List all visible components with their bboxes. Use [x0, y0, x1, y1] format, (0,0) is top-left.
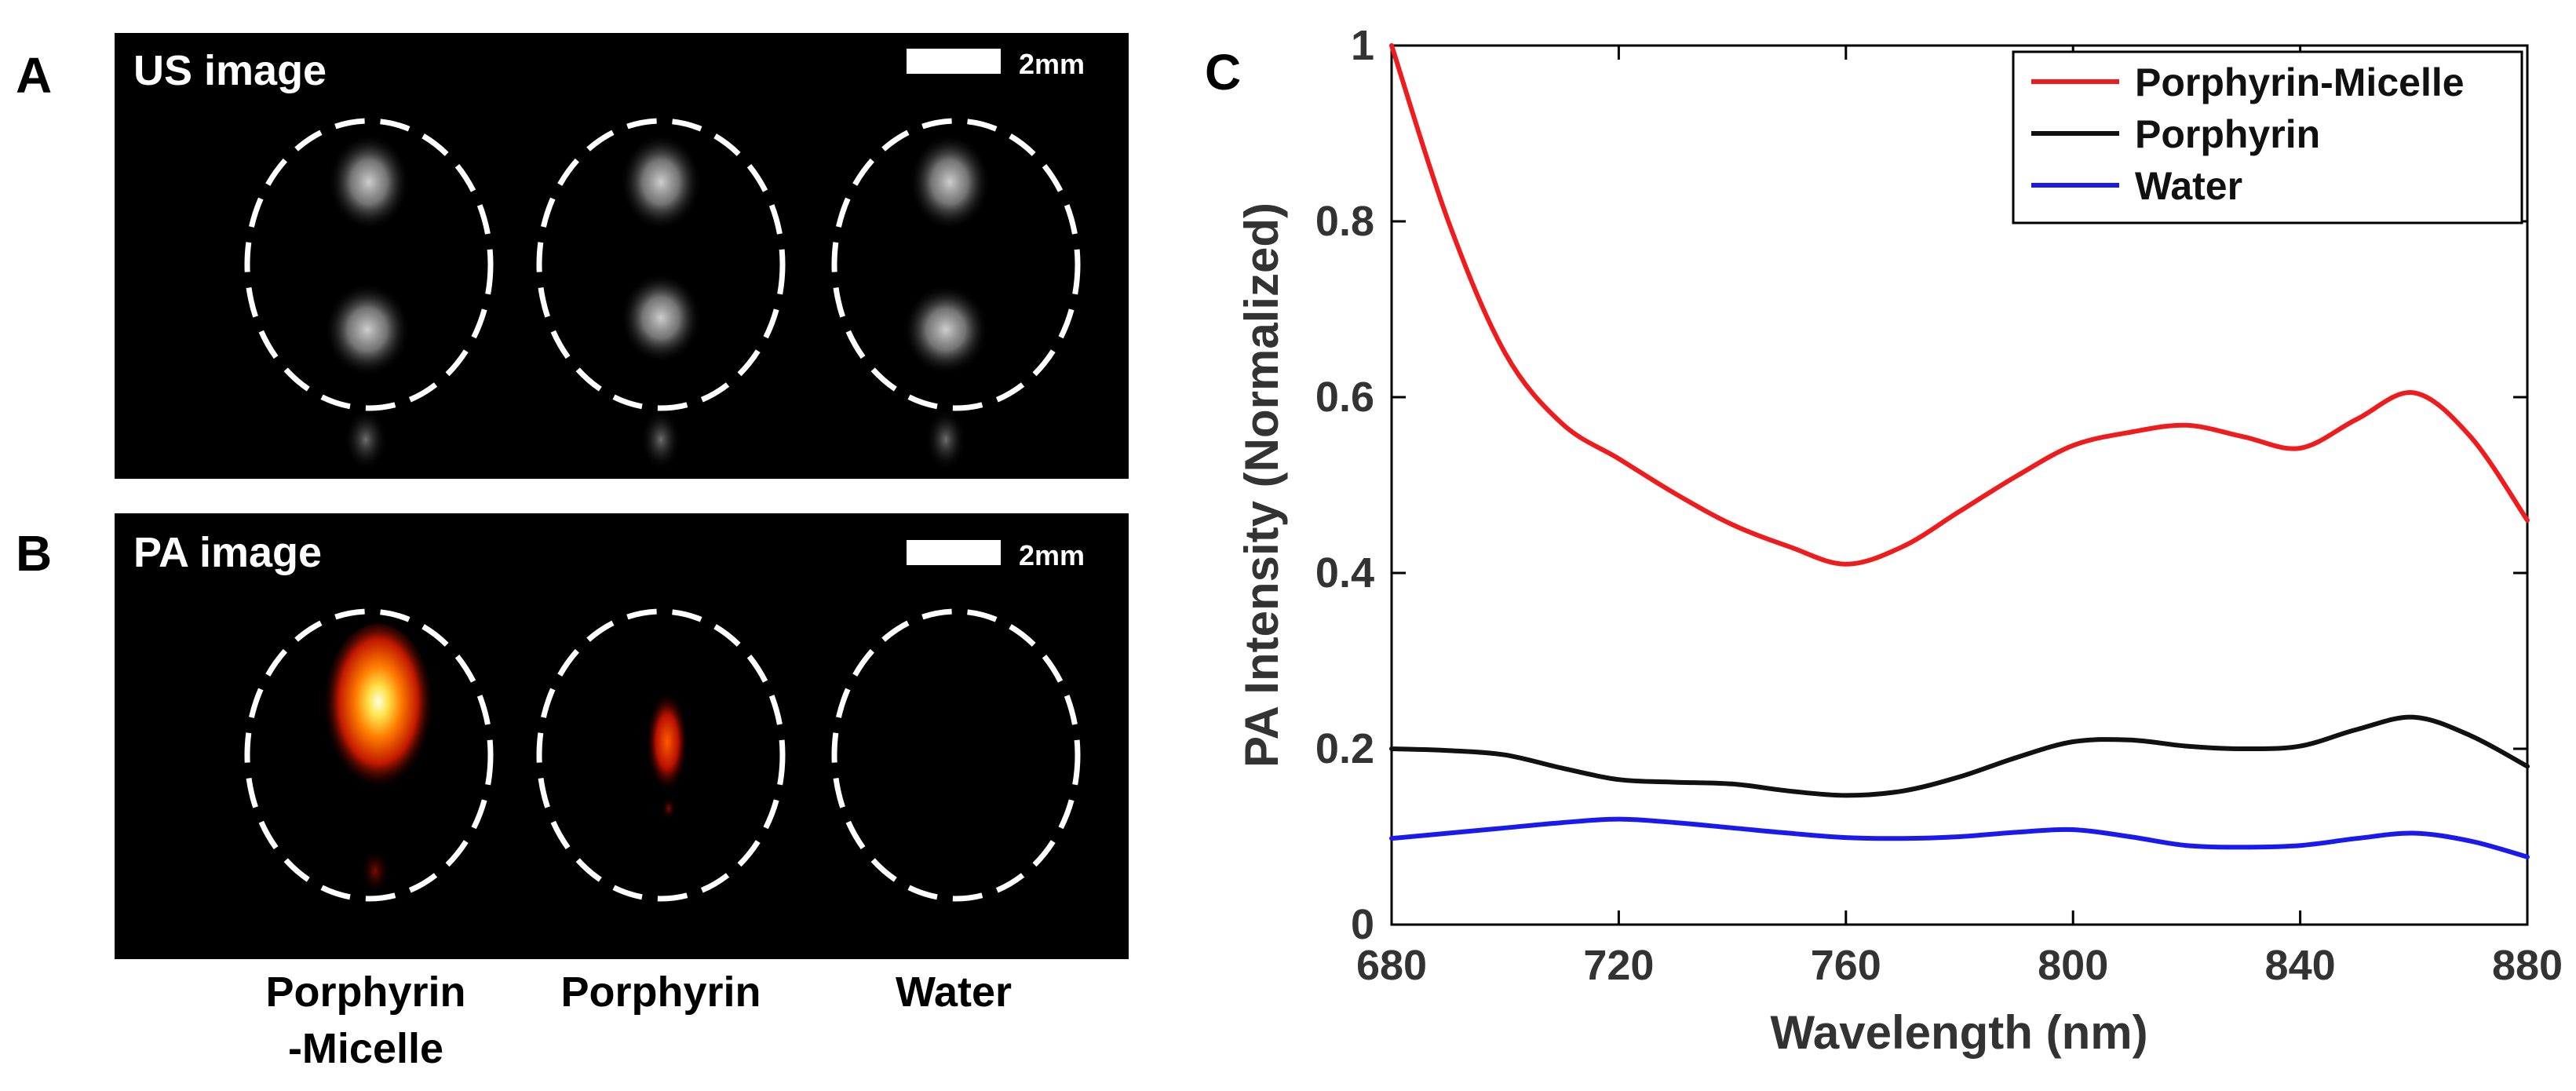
sample-outline-porphyrin	[536, 608, 786, 902]
pa-signal-tail	[662, 797, 676, 819]
x-tick-label: 840	[2265, 942, 2336, 989]
panel-c-chart: C 680 720 760 800 840 880 0 0.2 0.4 0.6 0.8 1 Wave…	[1205, 22, 2563, 1059]
x-axis: 680 720 760 800 840 880	[1356, 46, 2563, 989]
x-tick-label: 760	[1811, 942, 1881, 989]
legend-label-water: Water	[2135, 164, 2242, 208]
y-tick-label: 0.4	[1315, 549, 1374, 597]
us-blob-upper	[328, 133, 410, 231]
us-image-title: US image	[133, 47, 327, 94]
series-line-porphyrin	[1389, 714, 2530, 798]
pa-image-title: PA image	[133, 529, 322, 576]
sample-label-3: Water	[896, 969, 1012, 1016]
legend-label-porphyrin: Porphyrin	[2135, 112, 2320, 156]
sample-outline-water	[831, 608, 1081, 902]
pa-signal-porphyrin-micelle	[323, 624, 433, 797]
legend-label-porphyrin-micelle: Porphyrin-Micelle	[2135, 60, 2465, 104]
y-tick-label: 0.2	[1315, 725, 1374, 772]
x-tick-label: 680	[1356, 942, 1427, 989]
pa-signal-porphyrin	[647, 693, 688, 790]
sample-outline-water	[831, 118, 1081, 411]
series-lines	[1389, 43, 2530, 859]
x-tick-label: 800	[2038, 942, 2108, 989]
sample-label-1-line1: Porphyrin	[265, 969, 465, 1016]
us-scale-bar	[907, 49, 1001, 74]
y-tick-label: 0	[1351, 901, 1374, 948]
panel-c-letter: C	[1205, 44, 1241, 100]
sample-outline-porphyrin-micelle	[244, 608, 494, 902]
panel-a: A US image 2mm	[16, 33, 1129, 479]
us-blob-lower	[324, 283, 410, 377]
sample-label-2: Porphyrin	[560, 969, 761, 1016]
us-blob-tail	[925, 408, 966, 471]
pa-image-frame	[115, 513, 1129, 959]
pa-signal-tail	[361, 849, 389, 893]
us-blob-lower	[620, 272, 702, 363]
us-blob-lower	[903, 284, 989, 375]
us-blob-tail	[344, 408, 388, 471]
sample-labels: Porphyrin -Micelle Porphyrin Water	[265, 969, 1012, 1072]
panel-a-letter: A	[16, 47, 52, 104]
sample-outline-porphyrin	[536, 118, 786, 411]
us-image-frame	[115, 33, 1129, 479]
y-tick-label: 0.6	[1315, 374, 1374, 421]
pa-scale-bar	[907, 540, 1001, 565]
legend: Porphyrin-Micelle Porphyrin Water	[2012, 50, 2523, 224]
x-tick-label: 720	[1583, 942, 1654, 989]
series-line-water	[1389, 816, 2530, 859]
us-scale-bar-label: 2mm	[1019, 48, 1085, 80]
x-tick-label: 880	[2492, 942, 2563, 989]
us-blob-tail	[640, 408, 681, 471]
panel-b-letter: B	[16, 525, 52, 582]
y-tick-label: 1	[1351, 22, 1374, 69]
pa-scale-bar-label: 2mm	[1019, 539, 1085, 571]
x-axis-label: Wavelength (nm)	[1770, 1006, 2147, 1059]
y-tick-label: 0.8	[1315, 198, 1374, 245]
y-axis: 0 0.2 0.4 0.6 0.8 1	[1315, 22, 2527, 948]
us-blob-upper	[620, 133, 702, 231]
panel-b: B PA image 2mm	[16, 513, 1129, 959]
y-axis-label: PA Intensity (Normalized)	[1235, 203, 1288, 768]
sample-outline-porphyrin-micelle	[244, 118, 494, 411]
sample-label-1-line2: -Micelle	[288, 1025, 443, 1072]
series-line-porphyrin-micelle	[1389, 43, 2530, 567]
us-blob-upper	[909, 133, 991, 231]
